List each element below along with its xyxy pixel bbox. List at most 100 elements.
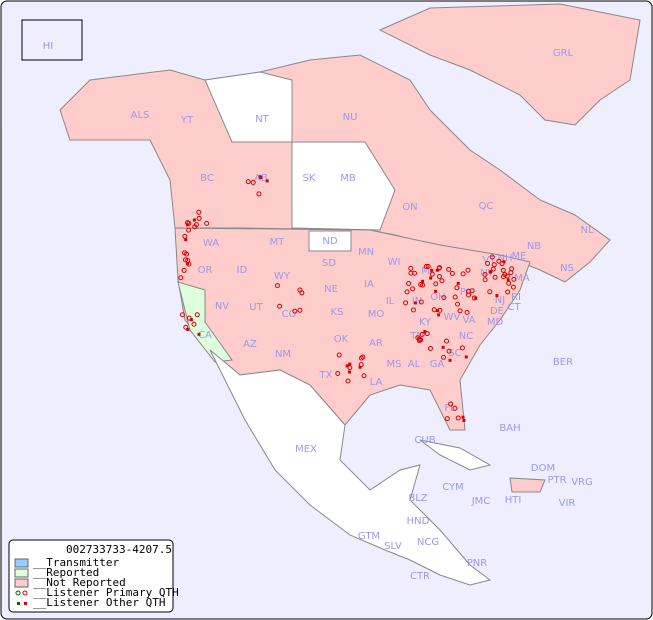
region-label-bc: BC [200,173,214,184]
listener-marker [196,209,202,215]
listener-marker [418,299,424,305]
listener-marker [506,280,512,286]
legend: 002733733-4207.5 __Transmitter __Reporte… [8,539,179,613]
region-label-ri: RI [511,292,521,303]
listener-marker [335,370,341,376]
listener-marker [506,278,510,282]
listener-marker [456,281,460,285]
region-label-grl: GRL [553,48,574,59]
listener-marker [191,321,197,327]
listener-marker [482,277,488,283]
listener-marker [500,267,506,273]
listener-marker [182,250,188,256]
region-label-oh: OH [430,292,445,303]
legend-transmitter: __Transmitter [33,556,119,569]
region-label-ma: MA [514,273,530,284]
listener-marker [511,276,517,282]
listener-marker [336,352,342,358]
listener-marker [439,278,445,284]
listener-marker [425,263,431,269]
region-label-ber: BER [553,357,573,368]
listener-marker [186,315,192,321]
legend-id: 002733733-4207.5 [66,543,172,556]
listener-marker [461,415,465,419]
hawaii-inset [21,19,83,61]
region-label-or: OR [198,265,213,276]
listener-marker [441,295,447,301]
listener-marker [178,275,184,281]
listener-marker [448,401,454,407]
listener-marker [429,271,435,277]
listener-marker [441,345,445,349]
listener-marker [489,254,495,260]
region-label-mn: MN [358,247,374,258]
region-label-me: ME [512,251,527,262]
listener-marker [181,267,187,273]
not-reported-swatch [14,578,29,588]
listener-marker [421,279,425,283]
listener-marker [197,332,201,336]
listener-marker [192,218,196,222]
listener-marker [491,262,497,268]
listener-marker [489,270,493,274]
listener-marker [418,337,424,343]
listener-marker [348,362,352,366]
region-label-blz: BLZ [408,493,427,504]
region-label-mi: MI [421,266,433,277]
listener-marker [185,220,191,226]
region-label-ny: NY [480,268,494,279]
listener-marker [510,284,516,290]
region-label-ne: NE [324,284,338,295]
listener-marker [459,345,465,351]
listener-marker [423,263,429,269]
listener-marker [437,313,441,317]
listener-marker [348,370,352,374]
listener-marker [469,288,475,294]
listener-marker [186,227,192,233]
listener-marker [492,274,498,280]
region-label-id: ID [237,265,248,276]
listener-marker [434,289,438,293]
region-label-nh: NH [498,253,513,264]
region-hispaniola [509,477,546,493]
region-label-va: VA [462,315,475,326]
region-label-slv: SLV [384,541,402,552]
listener-marker [482,271,488,277]
region-label-co: CO [282,309,297,320]
region-label-nc: NC [459,331,473,342]
legend-primary-qth: __Listener Primary QTH [33,586,179,599]
primary-qth-icon [22,590,28,596]
region-label-ct: CT [507,302,521,313]
region-label-nj: NJ [495,295,505,306]
region-label-tx: TX [319,370,333,381]
listener-marker [496,258,502,264]
region-label-cub: CUB [414,435,435,446]
listener-marker [436,273,442,279]
listener-marker [408,265,414,271]
region-label-nb: NB [527,241,541,252]
listener-marker [204,220,210,226]
listener-marker [444,416,450,422]
listener-marker [436,309,440,313]
listener-marker [265,179,269,183]
region-label-la: LA [370,377,383,388]
region-label-il: IL [386,296,395,307]
region-label-mex: MEX [295,444,317,455]
region-label-nv: NV [215,301,229,312]
listener-marker [184,238,188,242]
region-label-hnd: HND [407,516,430,527]
region-label-mb: MB [340,173,356,184]
listener-marker [297,287,303,293]
listener-marker [446,266,452,272]
region-label-ga: GA [430,359,445,370]
region-label-wa: WA [203,238,219,249]
region-grl [378,3,641,126]
region-label-ut: UT [249,302,263,313]
region-label-md: MD [487,317,504,328]
listener-marker [441,354,447,360]
transmitter-swatch [14,558,29,568]
listener-marker [485,260,491,266]
legend-other-qth: __Listener Other QTH [33,596,165,609]
listener-marker [502,260,506,264]
